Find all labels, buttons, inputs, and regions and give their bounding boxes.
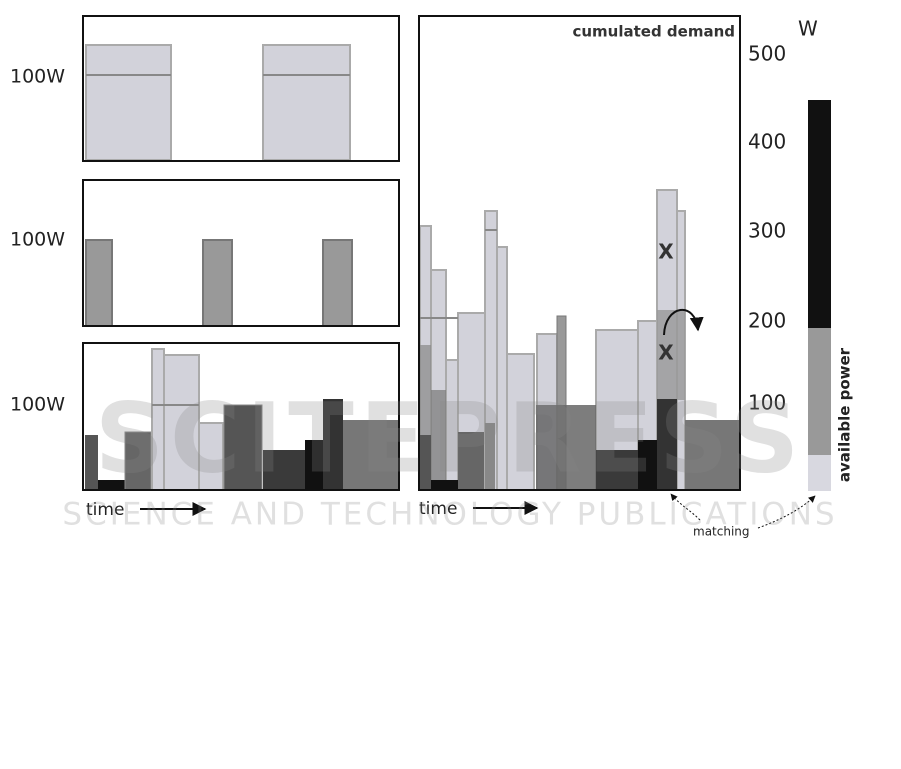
axis-label: 500 (748, 42, 786, 66)
time-label: time (419, 499, 457, 519)
watermark: SCITEPRESS SCIENCE AND TECHNOLOGY PUBLIC… (62, 382, 837, 533)
annotation: matching (693, 525, 750, 539)
time-label: time (86, 500, 124, 520)
panel-label: 100W (10, 66, 65, 88)
axis-unit: W (798, 17, 818, 41)
panel-label: 100W (10, 229, 65, 251)
panel-2: 100W (10, 179, 400, 327)
matching-annotation: matching (670, 493, 816, 539)
axis-label: 400 (748, 130, 786, 154)
axis-label: 200 (748, 309, 786, 333)
x-mark: X (658, 240, 674, 264)
panel-title: cumulated demand (572, 23, 735, 41)
axis-label: 300 (748, 219, 786, 243)
value-axis: W 500 400 300 200 100 (748, 17, 818, 415)
axis-label: 100 (748, 391, 786, 415)
legend-label: available power (836, 347, 854, 482)
watermark-title: SCITEPRESS (95, 382, 805, 494)
watermark-subtitle: SCIENCE AND TECHNOLOGY PUBLICATIONS (62, 497, 837, 533)
x-mark: X (658, 341, 674, 365)
power-bar: available power (808, 100, 854, 491)
panel-1: 100W (10, 15, 400, 162)
cumulated-panel: cumulated demand X X time (418, 15, 741, 519)
panel-3: 100W time (10, 342, 400, 520)
panel-label: 100W (10, 394, 65, 416)
